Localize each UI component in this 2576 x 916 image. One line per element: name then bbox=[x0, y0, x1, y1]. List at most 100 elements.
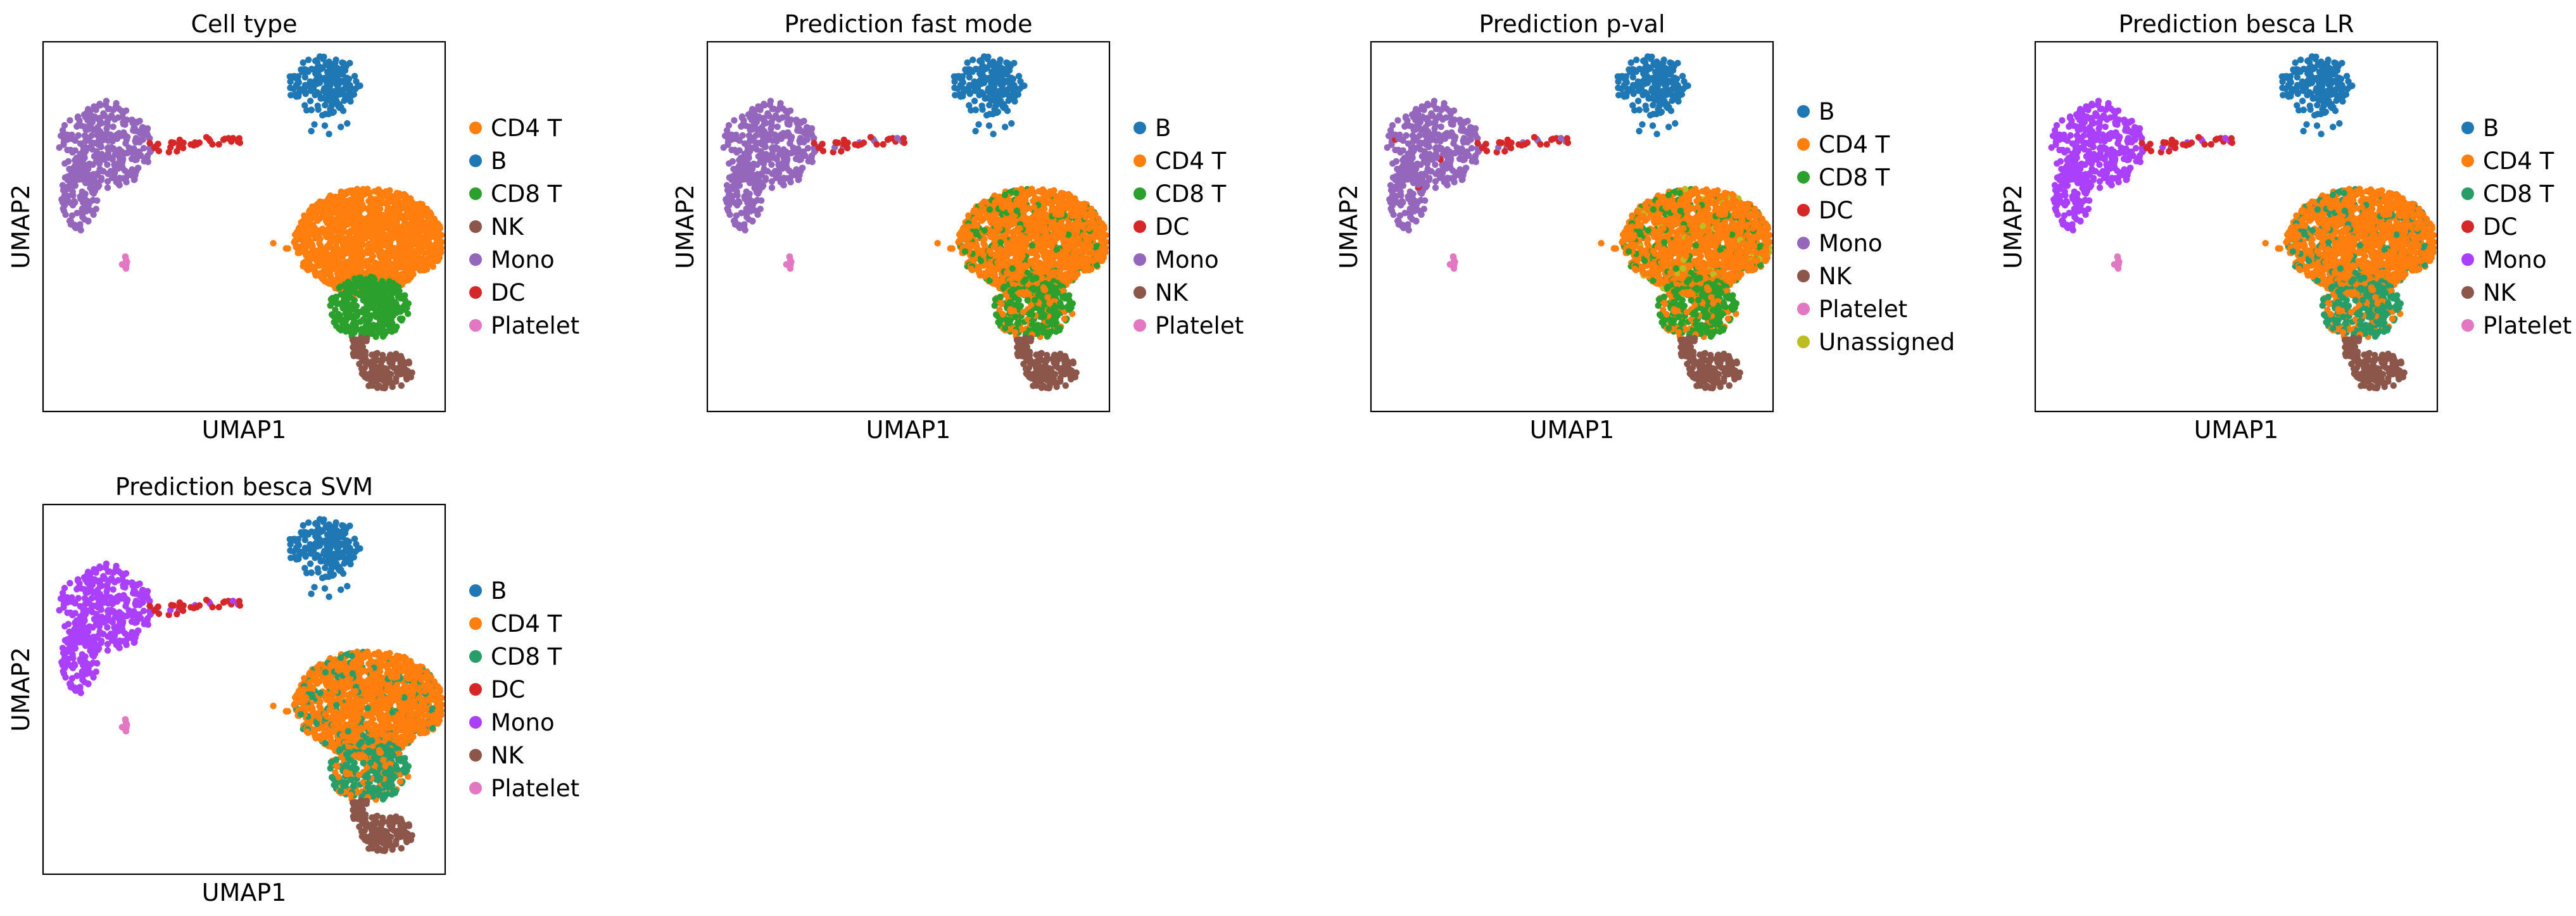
legend-marker bbox=[469, 220, 482, 233]
scatter-point bbox=[1037, 243, 1044, 250]
scatter-point bbox=[961, 248, 969, 255]
scatter-point bbox=[975, 263, 982, 270]
scatter-point bbox=[985, 85, 992, 93]
scatter-point bbox=[379, 351, 386, 359]
legend-marker bbox=[469, 286, 482, 299]
scatter-point bbox=[339, 65, 346, 72]
scatter-point bbox=[1082, 248, 1090, 254]
scatter-point bbox=[1032, 218, 1039, 225]
scatter-point bbox=[94, 125, 101, 132]
scatter-point bbox=[303, 265, 310, 272]
scatter-point bbox=[1052, 210, 1059, 218]
scatter-point bbox=[81, 132, 89, 139]
scatter-point bbox=[332, 293, 339, 301]
scatter-point bbox=[434, 244, 441, 251]
scatter-point bbox=[1085, 258, 1092, 265]
scatter-point bbox=[346, 234, 353, 241]
scatter-point bbox=[988, 80, 995, 87]
scatter-point bbox=[953, 73, 960, 80]
scatter-point bbox=[985, 122, 993, 129]
scatter-point bbox=[339, 107, 347, 115]
scatter-point bbox=[340, 320, 347, 327]
scatter-point bbox=[124, 171, 132, 178]
scatter-point bbox=[270, 240, 277, 247]
scatter-point bbox=[990, 130, 997, 137]
panel-title: Prediction fast mode bbox=[784, 10, 1032, 38]
scatter-point bbox=[311, 121, 318, 128]
scatter-point bbox=[762, 143, 769, 151]
scatter-point bbox=[783, 163, 790, 170]
scatter-point bbox=[358, 356, 366, 363]
scatter-point bbox=[367, 296, 374, 304]
scatter-point bbox=[424, 249, 431, 256]
scatter-point bbox=[436, 223, 443, 230]
scatter-point bbox=[326, 91, 333, 97]
scatter-point bbox=[999, 198, 1006, 204]
scatter-point bbox=[751, 181, 759, 188]
scatter-point bbox=[955, 239, 962, 246]
scatter-points bbox=[720, 53, 1110, 392]
scatter-point bbox=[341, 218, 348, 226]
scatter-point bbox=[1030, 198, 1037, 204]
scatter-point bbox=[367, 218, 374, 225]
scatter-point bbox=[419, 235, 426, 243]
scatter-point bbox=[745, 146, 752, 153]
scatter-point bbox=[1082, 204, 1089, 211]
scatter-point bbox=[996, 92, 1003, 99]
scatter-point bbox=[1081, 267, 1088, 274]
scatter-point bbox=[738, 114, 746, 122]
scatter-point bbox=[1057, 266, 1064, 273]
scatter-point bbox=[1070, 198, 1076, 205]
scatter-point bbox=[334, 300, 341, 308]
scatter-point bbox=[332, 92, 339, 99]
scatter-point bbox=[345, 241, 352, 248]
scatter-point bbox=[347, 98, 354, 105]
scatter-point bbox=[104, 170, 111, 177]
scatter-point bbox=[1058, 218, 1065, 226]
scatter-point bbox=[332, 56, 339, 63]
scatter-point bbox=[739, 132, 746, 139]
scatter-point bbox=[79, 213, 86, 221]
scatter-point bbox=[294, 73, 302, 80]
scatter-point bbox=[880, 141, 887, 148]
scatter-point bbox=[107, 131, 114, 138]
scatter-point bbox=[98, 129, 104, 137]
scatter-point bbox=[768, 161, 775, 168]
scatter-point bbox=[347, 329, 355, 336]
scatter-point bbox=[104, 122, 111, 129]
scatter-point bbox=[785, 129, 792, 136]
scatter-point bbox=[343, 308, 350, 315]
scatter-point bbox=[297, 248, 305, 255]
scatter-point bbox=[133, 156, 140, 163]
scatter-point bbox=[999, 103, 1007, 110]
scatter-point bbox=[966, 234, 973, 242]
scatter-point bbox=[857, 141, 865, 148]
scatter-point bbox=[328, 103, 335, 110]
scatter-point bbox=[384, 379, 391, 386]
legend-label: NK bbox=[491, 213, 525, 241]
scatter-point bbox=[776, 134, 783, 141]
scatter-point bbox=[1010, 234, 1017, 241]
legend-marker bbox=[469, 187, 482, 200]
scatter-point bbox=[769, 170, 776, 177]
scatter-point bbox=[757, 154, 764, 161]
scatter-point bbox=[768, 184, 776, 191]
scatter-point bbox=[793, 149, 800, 156]
scatter-point bbox=[104, 137, 112, 144]
scatter-point bbox=[1027, 248, 1035, 256]
scatter-point bbox=[59, 182, 66, 189]
scatter-point bbox=[1003, 269, 1011, 276]
scatter-point bbox=[992, 103, 999, 110]
scatter-point bbox=[383, 256, 391, 263]
scatter-point bbox=[376, 286, 383, 293]
panel-title: Cell type bbox=[191, 10, 298, 38]
scatter-point bbox=[1076, 240, 1083, 247]
scatter-point bbox=[143, 156, 151, 163]
scatter-point bbox=[130, 127, 137, 134]
scatter-point bbox=[346, 249, 353, 256]
scatter-point bbox=[203, 134, 210, 141]
scatter-point bbox=[1028, 189, 1035, 196]
scatter-point bbox=[403, 268, 410, 275]
